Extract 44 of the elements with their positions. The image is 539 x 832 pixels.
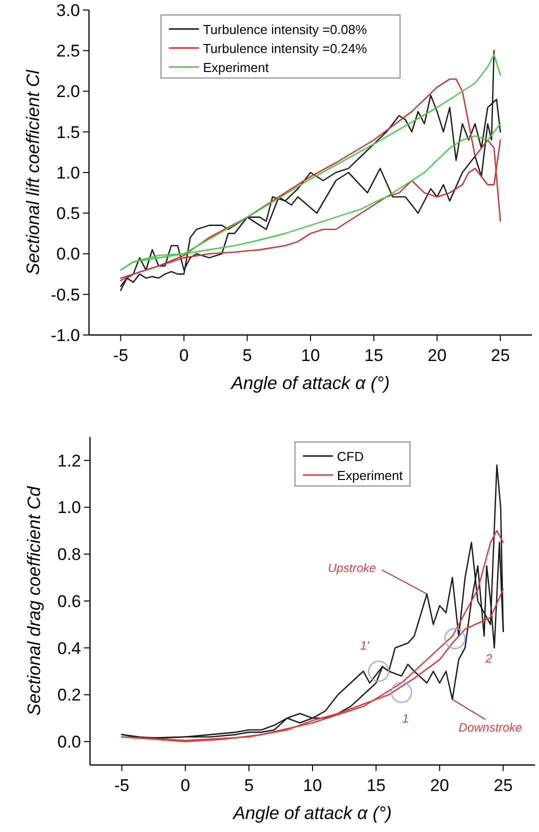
x-tick-label: 10 [303, 776, 322, 795]
legend-label: CFD [337, 449, 364, 464]
legend-label: Turbulence intensity =0.08% [202, 22, 368, 37]
x-tick-label: 25 [490, 346, 510, 365]
annotation: Upstroke [328, 560, 376, 575]
y-tick-label: 3.0 [56, 0, 80, 20]
y-tick-label: 2.5 [56, 42, 80, 61]
y-tick-label: -1.0 [50, 326, 80, 345]
annotation: Downstroke [458, 720, 522, 734]
legend-label: Experiment [337, 468, 404, 483]
x-tick-label: 25 [494, 776, 513, 795]
y-tick-label: 0.5 [56, 204, 80, 224]
x-tick-label: 0 [180, 776, 190, 795]
x-tick-label: 15 [364, 346, 384, 365]
x-tick-label: 20 [428, 346, 447, 365]
y-axis-title: Sectional drag coefficient Cd [24, 485, 44, 716]
legend-label: Turbulence intensity =0.24% [202, 41, 368, 56]
y-tick-label: 1.2 [57, 451, 81, 470]
y-tick-label: 0.8 [57, 545, 81, 564]
annotation: 1 [402, 711, 409, 726]
y-tick-label: 1.5 [56, 122, 80, 142]
y-tick-label: 0.0 [57, 732, 81, 752]
x-tick-label: 20 [430, 776, 450, 795]
y-tick-label: 0.6 [57, 592, 81, 611]
legend-label: Experiment [202, 60, 270, 75]
y-tick-label: 2.0 [56, 82, 80, 102]
annotation: 2 [484, 651, 493, 666]
x-tick-label: 5 [242, 346, 252, 365]
y-tick-label: 1.0 [57, 498, 81, 518]
y-tick-label: 0.4 [57, 638, 81, 658]
y-tick-label: 0.0 [56, 244, 80, 264]
y-axis-title: Sectional lift coefficient Cl [23, 68, 43, 276]
x-tick-label: 10 [301, 346, 320, 365]
x-tick-label: 0 [179, 346, 189, 365]
x-tick-label: -5 [113, 346, 128, 365]
y-tick-label: 0.2 [57, 686, 81, 705]
x-tick-label: 15 [366, 776, 386, 795]
annotation: 1' [360, 638, 370, 652]
x-axis-title: Angle of attack α (°) [232, 803, 392, 823]
x-tick-label: -5 [114, 776, 130, 795]
y-tick-label: 1.0 [56, 163, 80, 182]
y-tick-label: -0.5 [50, 285, 80, 304]
x-axis-title: Angle of attack α (°) [230, 373, 390, 393]
x-tick-label: 5 [244, 776, 254, 795]
